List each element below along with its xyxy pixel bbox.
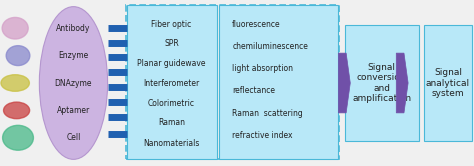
Text: DNAzyme: DNAzyme	[55, 79, 92, 87]
Text: fluorescence: fluorescence	[232, 20, 281, 29]
Ellipse shape	[6, 46, 30, 66]
Bar	[424, 25, 472, 141]
Text: Enzyme: Enzyme	[58, 51, 89, 60]
Text: light absorption: light absorption	[232, 64, 293, 73]
Text: Raman: Raman	[158, 118, 185, 127]
Ellipse shape	[2, 17, 28, 39]
Text: Cell: Cell	[66, 133, 81, 142]
Text: refractive index: refractive index	[232, 131, 293, 140]
Text: reflectance: reflectance	[232, 86, 275, 95]
Text: Planar guidewave: Planar guidewave	[137, 59, 206, 68]
Text: Signal
conversion
and
amplification: Signal conversion and amplification	[352, 63, 411, 103]
Text: Antibody: Antibody	[56, 24, 91, 33]
Polygon shape	[338, 53, 350, 113]
Bar	[126, 5, 339, 159]
Text: SPR: SPR	[164, 40, 179, 48]
Ellipse shape	[1, 75, 29, 91]
Text: Raman  scattering: Raman scattering	[232, 109, 303, 118]
Bar	[219, 5, 338, 159]
Ellipse shape	[3, 102, 29, 119]
Text: Interferometer: Interferometer	[144, 79, 200, 88]
Bar	[127, 5, 217, 159]
Text: chemiluminescence: chemiluminescence	[232, 42, 308, 51]
Text: Signal
analytical
system: Signal analytical system	[426, 68, 470, 98]
Text: Fiber optic: Fiber optic	[152, 20, 191, 29]
Ellipse shape	[2, 125, 33, 150]
Text: Aptamer: Aptamer	[57, 106, 90, 115]
Text: Nanomaterials: Nanomaterials	[144, 139, 200, 148]
Text: Colorimetric: Colorimetric	[148, 99, 195, 108]
Ellipse shape	[39, 7, 108, 159]
Bar	[345, 25, 419, 141]
Polygon shape	[396, 53, 408, 113]
